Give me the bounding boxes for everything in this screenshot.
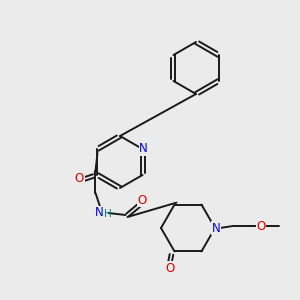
Text: N: N bbox=[95, 206, 104, 220]
Text: O: O bbox=[138, 194, 147, 206]
Text: N: N bbox=[139, 142, 148, 155]
Text: N: N bbox=[212, 221, 220, 235]
Text: H: H bbox=[103, 209, 111, 219]
Text: O: O bbox=[256, 220, 266, 232]
Text: O: O bbox=[165, 262, 174, 275]
Text: O: O bbox=[75, 172, 84, 185]
